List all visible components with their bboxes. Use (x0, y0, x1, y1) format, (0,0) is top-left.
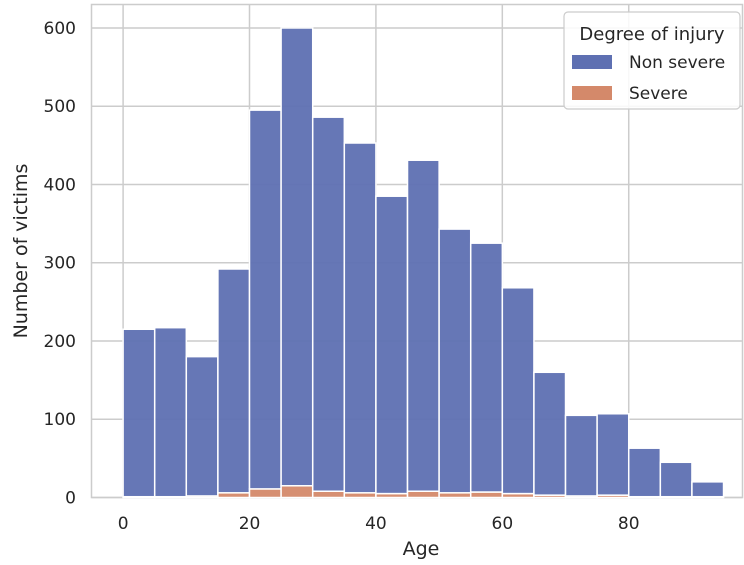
x-tick-label: 80 (618, 514, 640, 534)
bar-non-severe (248, 109, 282, 490)
bar-severe (248, 488, 282, 499)
x-tick-label: 20 (239, 514, 261, 534)
x-axis-label: Age (403, 538, 440, 560)
y-tick-label: 500 (44, 97, 76, 117)
legend: Degree of injury Non severe Severe (563, 11, 741, 110)
bar-severe (469, 491, 504, 499)
bar-non-severe (691, 481, 725, 498)
y-tick-label: 600 (44, 19, 76, 39)
bar-severe (311, 490, 346, 499)
bar-severe (406, 490, 440, 499)
legend-title: Degree of injury (579, 24, 725, 45)
bar-non-severe (311, 116, 346, 492)
bar-non-severe (659, 461, 693, 498)
y-tick-label: 400 (44, 175, 76, 195)
bar-severe (280, 485, 314, 499)
bar-non-severe (627, 447, 662, 498)
y-tick-label: 0 (65, 489, 76, 509)
bar-non-severe (438, 228, 472, 494)
y-tick-label: 200 (44, 332, 76, 352)
legend-box (563, 11, 741, 110)
bar-non-severe (501, 287, 535, 495)
x-tick-label: 60 (492, 514, 514, 534)
bar-non-severe (153, 326, 188, 498)
bar-non-severe (533, 371, 567, 496)
legend-label-severe: Severe (629, 84, 688, 104)
y-axis-label: Number of victims (10, 164, 32, 339)
bar-non-severe (217, 268, 251, 494)
x-tick-label: 0 (118, 514, 129, 534)
bar-non-severe (122, 328, 156, 498)
bar-non-severe (596, 413, 630, 496)
bar-non-severe (406, 159, 440, 492)
y-tick-label: 300 (44, 254, 76, 274)
bars (122, 27, 725, 499)
legend-label-non-severe: Non severe (629, 53, 725, 73)
bar-non-severe (564, 414, 598, 497)
bar-non-severe (280, 27, 314, 487)
y-tick-label: 100 (44, 410, 76, 430)
bar-non-severe (343, 142, 377, 494)
bar-non-severe (375, 195, 409, 495)
legend-swatch-non-severe (572, 55, 612, 69)
legend-swatch-severe (572, 86, 612, 100)
bar-non-severe (185, 355, 219, 497)
x-tick-label: 40 (365, 514, 387, 534)
bar-non-severe (469, 242, 504, 493)
tick-labels: 0 20 40 60 80 0 100 200 300 400 500 600 (44, 19, 640, 534)
